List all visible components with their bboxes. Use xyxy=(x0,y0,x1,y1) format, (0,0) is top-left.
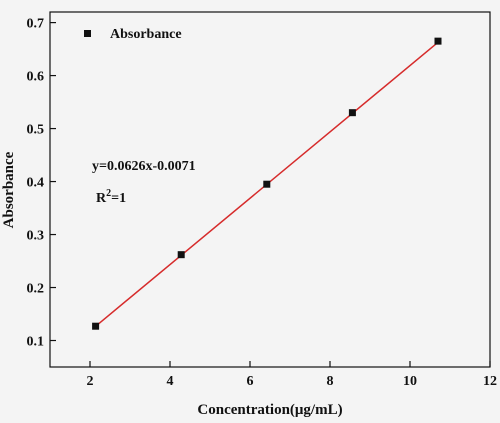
x-tick-label: 12 xyxy=(483,374,497,389)
legend-label: Absorbance xyxy=(110,27,182,42)
y-tick-label: 0.6 xyxy=(27,70,45,85)
legend-marker xyxy=(84,30,91,37)
r-squared-suffix: =1 xyxy=(111,191,126,206)
r-squared-superscript: 2 xyxy=(106,188,111,199)
x-tick-label: 8 xyxy=(327,374,334,389)
y-tick-label: 0.4 xyxy=(27,176,45,191)
x-tick-label: 10 xyxy=(403,374,417,389)
x-tick-label: 4 xyxy=(167,374,174,389)
data-point xyxy=(434,37,442,45)
x-tick-label: 6 xyxy=(247,374,254,389)
y-tick-label: 0.1 xyxy=(27,335,45,350)
data-point xyxy=(177,251,185,259)
r-squared: R2=1 xyxy=(96,188,126,206)
y-axis-label: Absorbance xyxy=(1,151,17,228)
y-axis-ticks: 0.1 0.2 0.3 0.4 0.5 0.6 0.7 xyxy=(27,17,56,350)
x-tick-label: 2 xyxy=(87,374,94,389)
legend: Absorbance xyxy=(84,27,182,42)
r-squared-prefix: R xyxy=(96,191,107,206)
data-point xyxy=(348,109,356,117)
x-axis-ticks: 2 4 6 8 10 12 xyxy=(87,361,497,389)
y-tick-label: 0.2 xyxy=(27,282,45,297)
data-points-layer xyxy=(92,37,442,330)
x-axis-label: Concentration(μg/mL) xyxy=(197,402,342,418)
data-point xyxy=(263,180,271,188)
y-tick-label: 0.7 xyxy=(27,17,45,32)
fit-equation: y=0.0626x-0.0071 xyxy=(92,159,196,174)
data-point xyxy=(92,322,100,330)
y-tick-label: 0.5 xyxy=(27,123,45,138)
y-tick-label: 0.3 xyxy=(27,229,45,244)
plot-frame xyxy=(49,11,491,368)
